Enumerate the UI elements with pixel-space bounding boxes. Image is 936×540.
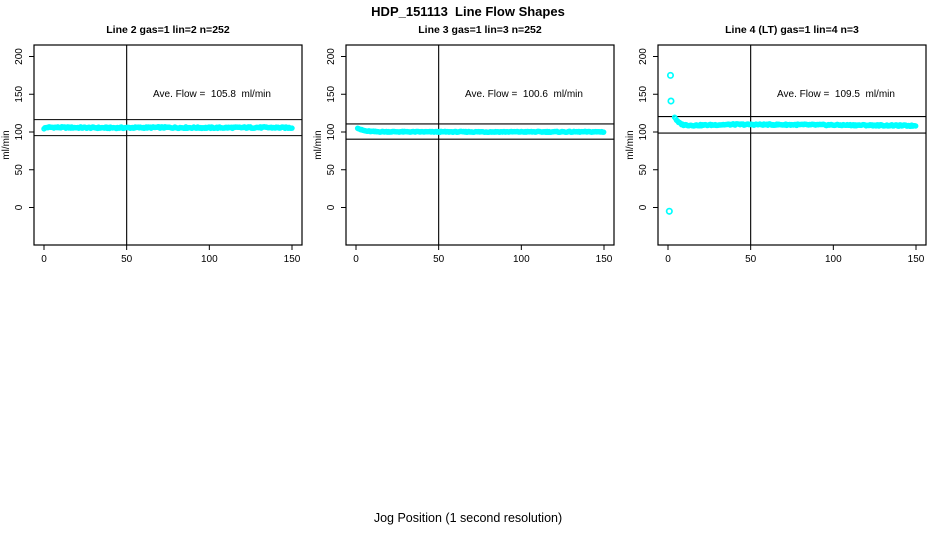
y-tick-label: 0 <box>326 204 337 210</box>
y-tick-label: 150 <box>326 85 337 102</box>
x-tick-label: 100 <box>513 254 530 265</box>
y-tick-label: 50 <box>14 164 25 176</box>
ave-flow-annotation-line2: Ave. Flow = 105.8 ml/min <box>153 89 271 100</box>
y-axis-title: ml/min <box>1 130 12 159</box>
x-tick-label: 0 <box>665 254 671 265</box>
plot-area-line4: 0 50 100 150 0 50 100 150 200 ml/min <box>625 44 927 265</box>
panel-line3: 0 50 100 150 0 50 100 150 200 ml/min Line 3 gas=1… <box>312 0 624 270</box>
x-tick-label: 50 <box>745 254 757 265</box>
plot-area-line2: 0 50 100 150 0 50 100 150 200 ml/min <box>1 44 303 265</box>
y-tick-label: 200 <box>14 48 25 65</box>
y-tick-label: 0 <box>638 204 649 210</box>
panel-line2: 0 50 100 150 0 50 100 150 200 ml/min Line 2 gas=1… <box>0 0 312 270</box>
outlier-point <box>665 207 673 215</box>
x-tick-label: 100 <box>201 254 218 265</box>
data-point <box>289 125 295 131</box>
axis-box <box>33 44 303 246</box>
x-tick-label: 150 <box>284 254 301 265</box>
chart-title: HDP_151113 Line Flow Shapes <box>371 4 565 19</box>
y-tick-label: 150 <box>14 85 25 102</box>
panel-title-line3: Line 3 gas=1 lin=3 n=252 <box>418 24 542 36</box>
data-point <box>600 129 607 135</box>
y-tick-label: 150 <box>638 85 649 102</box>
y-tick-label: 200 <box>326 48 337 65</box>
outlier-point <box>667 97 675 105</box>
y-tick-label: 50 <box>326 164 337 176</box>
ave-flow-annotation-line3: Ave. Flow = 100.6 ml/min <box>465 89 583 100</box>
y-tick-label: 100 <box>638 123 649 140</box>
axis-box <box>657 44 927 246</box>
plot-area-line3: 0 50 100 150 0 50 100 150 200 ml/min <box>313 44 615 265</box>
panel-title-line4: Line 4 (LT) gas=1 lin=4 n=3 <box>725 24 859 36</box>
x-tick-label: 150 <box>596 254 613 265</box>
y-tick-label: 50 <box>638 164 649 176</box>
x-tick-label: 150 <box>908 254 925 265</box>
y-tick-label: 100 <box>326 123 337 140</box>
data-point <box>912 123 919 129</box>
x-tick-label: 0 <box>353 254 359 265</box>
ave-flow-annotation-line4: Ave. Flow = 109.5 ml/min <box>777 89 895 100</box>
y-tick-label: 100 <box>14 123 25 140</box>
outlier-point <box>666 71 675 79</box>
x-tick-label: 50 <box>433 254 445 265</box>
y-axis-title: ml/min <box>313 130 324 159</box>
x-tick-label: 0 <box>41 254 47 265</box>
axis-box <box>345 44 615 246</box>
panel-title-line2: Line 2 gas=1 lin=2 n=252 <box>106 24 230 36</box>
x-axis-label: Jog Position (1 second resolution) <box>373 511 563 525</box>
x-tick-label: 100 <box>825 254 842 265</box>
x-tick-label: 50 <box>121 254 133 265</box>
y-axis-title: ml/min <box>625 130 636 159</box>
y-tick-label: 200 <box>638 48 649 65</box>
panel-line4: 0 50 100 150 0 50 100 150 200 ml/min Line 4 (LT) … <box>624 0 936 270</box>
y-tick-label: 0 <box>14 204 25 210</box>
